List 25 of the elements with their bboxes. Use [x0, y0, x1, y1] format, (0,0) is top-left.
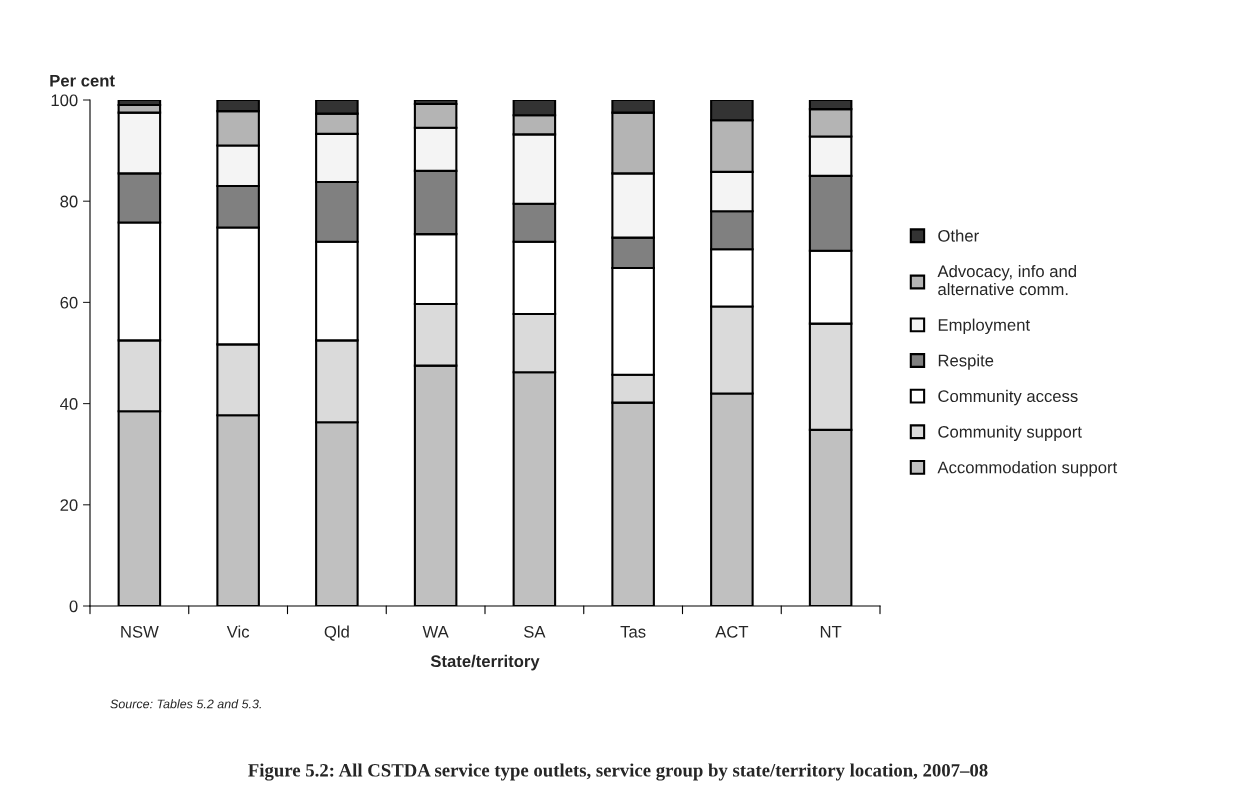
legend-label: Accommodation support	[937, 461, 1118, 477]
legend-label: Advocacy, info and alternative comm.	[937, 265, 1076, 296]
x-tick-label: SA	[524, 625, 546, 638]
x-tick-label: NT	[820, 626, 842, 638]
text: Figure 5.2: All CSTDA service type outlets, service group by state/territory location, 2007–08	[248, 763, 988, 781]
legend-label: Other	[938, 229, 979, 242]
source-note: Source: Tables 5.2 and 5.3.	[110, 699, 261, 709]
x-tick-label: NSW	[121, 625, 159, 638]
x-tick-label: Tas	[620, 626, 646, 638]
legend-label: Community support	[938, 425, 1082, 441]
legend-label: Respite	[938, 354, 994, 370]
x-tick-label: ACT	[715, 625, 749, 638]
y-tick-label: 0	[69, 600, 78, 613]
legend-label: Employment	[938, 318, 1030, 335]
y-tick-label: 60	[60, 296, 78, 309]
y-tick-label: 20	[60, 499, 78, 511]
y-axis-title: Per cent	[50, 74, 115, 87]
x-tick-label: WA	[422, 626, 449, 638]
x-tick-label: Qld	[324, 625, 349, 641]
y-tick-label: 80	[60, 195, 78, 208]
y-tick-label: 40	[60, 398, 78, 410]
legend-label: Community access	[938, 389, 1078, 406]
x-axis-title: State/territory	[430, 654, 540, 671]
y-tick-label: 100	[51, 94, 78, 107]
x-tick-label: Vic	[226, 625, 250, 638]
